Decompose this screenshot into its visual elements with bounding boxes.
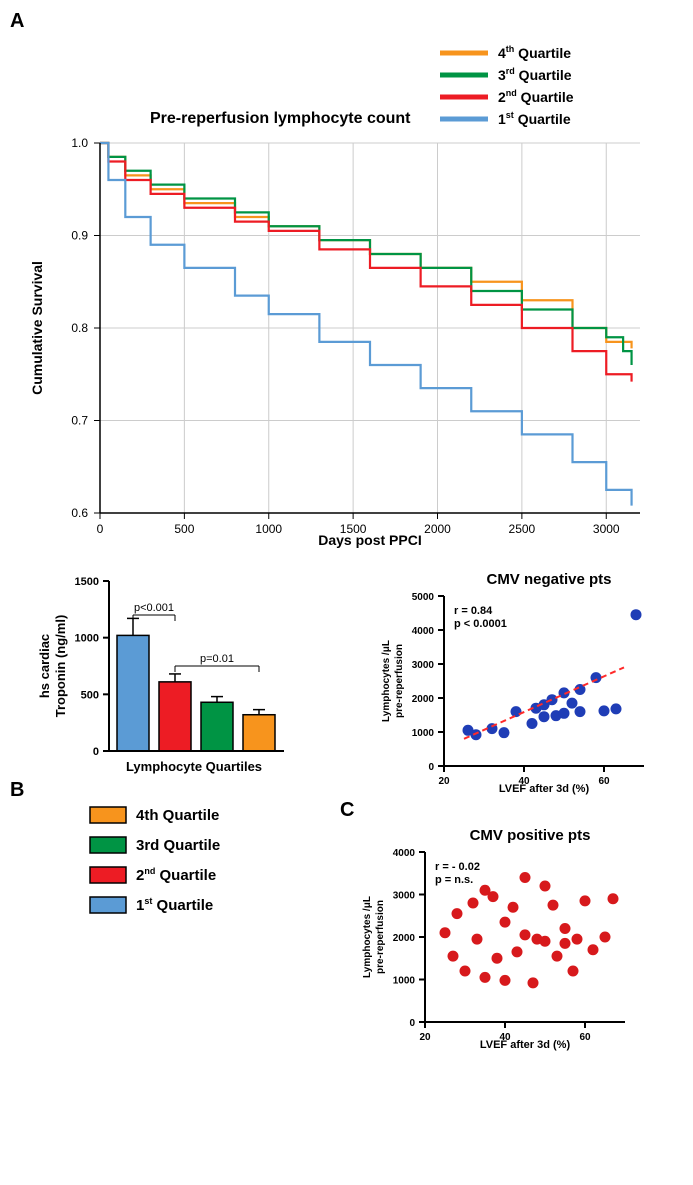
- svg-text:20: 20: [419, 1032, 431, 1043]
- svg-text:3rd Quartile: 3rd Quartile: [498, 66, 572, 83]
- svg-text:1000: 1000: [74, 633, 98, 645]
- svg-text:1000: 1000: [412, 728, 435, 739]
- svg-text:1000: 1000: [255, 522, 282, 536]
- svg-text:0.7: 0.7: [71, 414, 88, 428]
- svg-text:CMV positive pts: CMV positive pts: [470, 827, 591, 844]
- svg-text:0.9: 0.9: [71, 229, 88, 243]
- svg-text:r = 0.84p < 0.0001: r = 0.84p < 0.0001: [454, 605, 507, 630]
- svg-text:CMV negative pts: CMV negative pts: [486, 571, 611, 588]
- svg-text:4000: 4000: [412, 626, 435, 637]
- svg-text:4000: 4000: [393, 848, 416, 859]
- panel-a-chart: 4th Quartile 3rd Quartile 2nd Quartile 1st …: [10, 33, 670, 553]
- svg-text:1000: 1000: [393, 976, 416, 987]
- svg-text:2000: 2000: [412, 694, 435, 705]
- svg-text:Troponin (ng/ml): Troponin (ng/ml): [53, 615, 68, 718]
- svg-text:2000: 2000: [393, 933, 416, 944]
- svg-text:60: 60: [579, 1032, 591, 1043]
- svg-text:r = - 0.02p = n.s.: r = - 0.02p = n.s.: [435, 861, 480, 886]
- svg-text:1st Quartile: 1st Quartile: [136, 896, 213, 914]
- svg-text:0: 0: [428, 762, 434, 773]
- svg-text:4th Quartile: 4th Quartile: [136, 807, 219, 824]
- svg-text:500: 500: [174, 522, 194, 536]
- svg-text:3000: 3000: [412, 660, 435, 671]
- svg-text:0.8: 0.8: [71, 321, 88, 335]
- svg-text:1.0: 1.0: [71, 136, 88, 150]
- svg-text:2000: 2000: [424, 522, 451, 536]
- svg-text:0.6: 0.6: [71, 506, 88, 520]
- panel-c-bottom-chart: CMV positive pts 204060 0100020003000400…: [340, 822, 650, 1072]
- svg-text:500: 500: [81, 689, 99, 701]
- svg-text:Lymphocytes /μL: Lymphocytes /μL: [362, 896, 373, 978]
- panel-b-legend: 4th Quartile 3rd Quartile 2nd Quartile 1st …: [80, 802, 300, 932]
- svg-text:2nd Quartile: 2nd Quartile: [136, 866, 216, 884]
- svg-text:1500: 1500: [74, 576, 98, 588]
- svg-text:Lymphocyte Quartiles: Lymphocyte Quartiles: [126, 759, 262, 774]
- svg-text:LVEF after 3d (%): LVEF after 3d (%): [499, 783, 590, 795]
- svg-text:3rd Quartile: 3rd Quartile: [136, 837, 220, 854]
- svg-text:2500: 2500: [509, 522, 536, 536]
- svg-text:Lymphocytes /μL: Lymphocytes /μL: [381, 640, 392, 722]
- svg-text:60: 60: [598, 776, 610, 787]
- svg-text:p<0.001: p<0.001: [134, 602, 174, 614]
- panel-c-label: C: [340, 799, 354, 821]
- svg-text:Pre-reperfusion lymphocyte cou: Pre-reperfusion lymphocyte count: [150, 110, 411, 127]
- panel-b-label: B: [10, 779, 24, 801]
- svg-text:p=0.01: p=0.01: [200, 653, 234, 665]
- svg-text:4th Quartile: 4th Quartile: [498, 44, 571, 61]
- svg-text:20: 20: [438, 776, 450, 787]
- svg-text:3000: 3000: [393, 891, 416, 902]
- panel-b-chart: 0 500 1000 1500 p<0.001 p=0.01 Lymphocyte Qu…: [29, 566, 329, 796]
- svg-text:0: 0: [93, 746, 99, 758]
- svg-text:3000: 3000: [593, 522, 620, 536]
- svg-text:5000: 5000: [412, 592, 435, 603]
- svg-text:hs cardiac: hs cardiac: [37, 634, 52, 698]
- svg-text:2nd Quartile: 2nd Quartile: [498, 88, 574, 105]
- svg-text:LVEF after 3d (%): LVEF after 3d (%): [480, 1039, 571, 1051]
- svg-text:pre-reperfusion: pre-reperfusion: [394, 644, 405, 718]
- panel-c-top-chart: CMV negative pts 204060 0100020003000400…: [359, 566, 669, 816]
- panel-a-label: A: [10, 10, 24, 32]
- svg-text:0: 0: [97, 522, 104, 536]
- svg-text:Cumulative Survival: Cumulative Survival: [29, 261, 45, 395]
- svg-text:pre-reperfusion: pre-reperfusion: [375, 900, 386, 974]
- svg-text:1st Quartile: 1st Quartile: [498, 110, 571, 127]
- svg-text:0: 0: [409, 1018, 415, 1029]
- svg-text:Days post PPCI: Days post PPCI: [318, 532, 421, 548]
